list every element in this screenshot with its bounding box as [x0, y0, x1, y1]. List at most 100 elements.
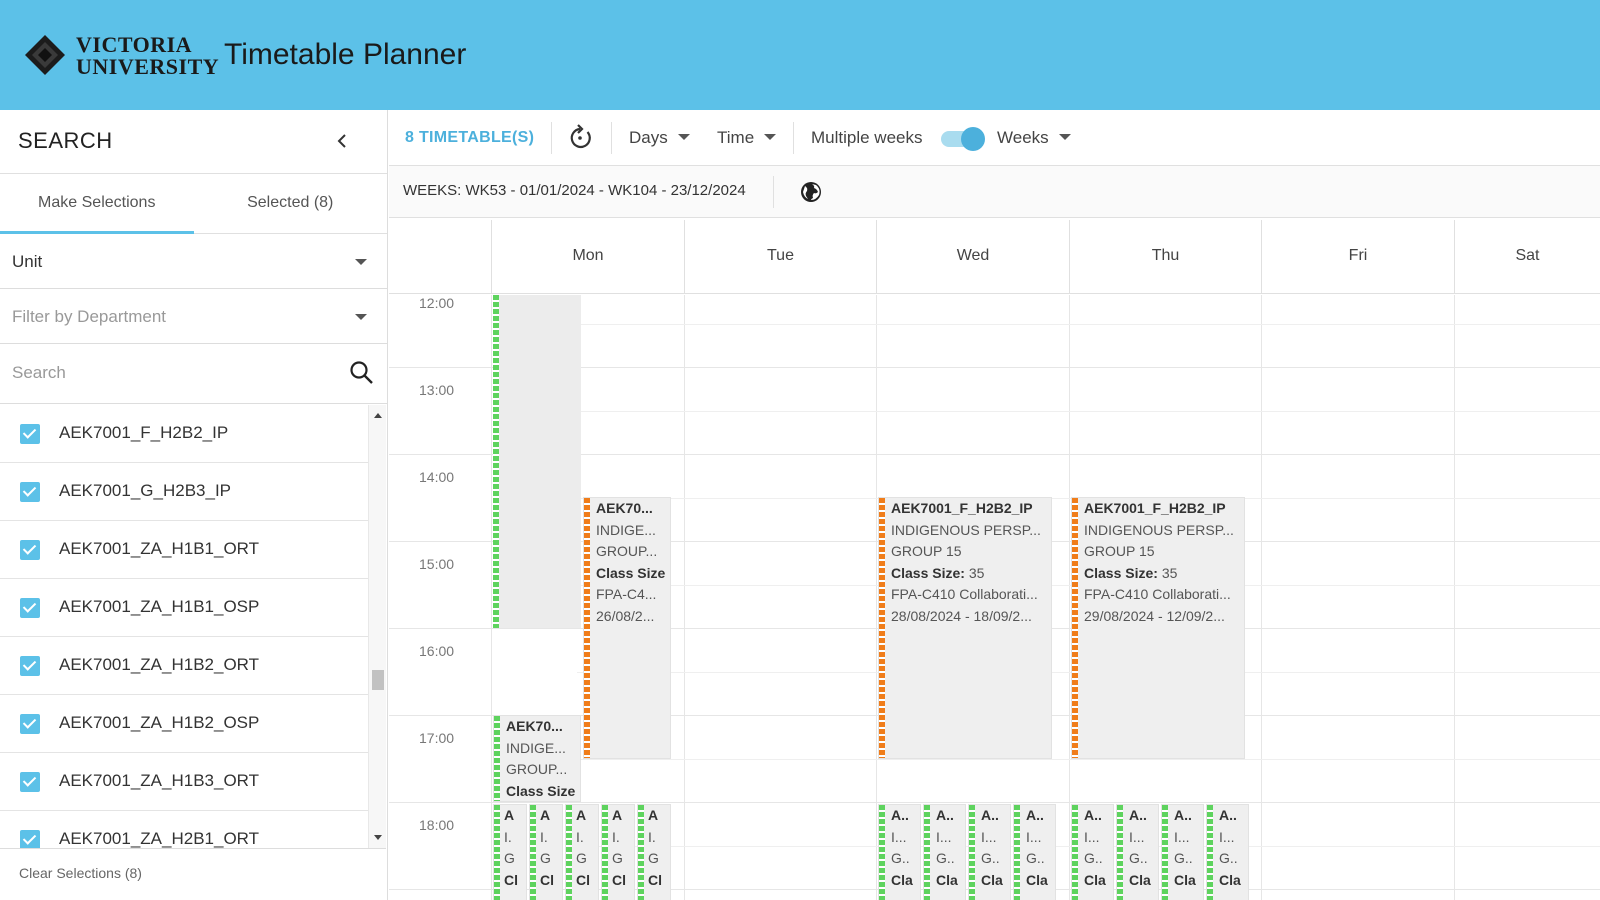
scroll-down-arrow-icon[interactable] [374, 835, 382, 840]
event-title: A.. [891, 807, 909, 823]
event-description: INDIGENOUS PERSP... [1084, 521, 1234, 538]
timetable-event-small[interactable]: A I. G Cl [565, 804, 599, 900]
timetable-event-small[interactable]: A.. I... G.. Cla [1161, 804, 1204, 900]
list-item[interactable]: AEK7001_ZA_H1B2_OSP [0, 695, 368, 753]
event-class-size-label: Class Size: [891, 564, 965, 581]
timetable-event-small[interactable]: A.. I... G.. Cla [1206, 804, 1249, 900]
tab-make-selections[interactable]: Make Selections [0, 174, 194, 234]
event-class-size: Cla [936, 871, 958, 888]
university-logo[interactable]: VICTORIA UNIVERSITY [24, 32, 219, 78]
toolbar-divider [611, 122, 612, 154]
grid-divider [1454, 295, 1455, 900]
refresh-button[interactable] [567, 110, 593, 166]
grid-divider [389, 367, 1600, 368]
list-item[interactable]: AEK7001_ZA_H2B1_ORT [0, 811, 368, 848]
event-group: G.. [1129, 850, 1148, 866]
timetable-event-small[interactable]: A I. G Cl [529, 804, 563, 900]
list-item[interactable]: AEK7001_G_H2B3_IP [0, 463, 368, 521]
event-class-size: Cla [1129, 871, 1151, 888]
event-title: AEK70... [506, 718, 563, 734]
grid-divider [389, 454, 1600, 455]
department-filter-select[interactable]: Filter by Department [0, 289, 387, 344]
event-title: A.. [936, 807, 954, 823]
timetable-event-small[interactable]: A I. G Cl [637, 804, 671, 900]
department-filter-placeholder: Filter by Department [12, 307, 166, 326]
checkbox-checked[interactable] [20, 482, 40, 502]
timetable-event-small[interactable]: A.. I... G.. Cla [1071, 804, 1114, 900]
grid-divider [1261, 295, 1262, 900]
event-title: A.. [1219, 807, 1237, 823]
search-icon[interactable] [349, 360, 375, 386]
checkbox-checked[interactable] [20, 598, 40, 618]
timetable-event-small[interactable]: A.. I... G.. Cla [1116, 804, 1159, 900]
search-input[interactable] [0, 344, 330, 402]
scroll-up-arrow-icon[interactable] [374, 413, 382, 418]
event-class-size: Cla [1084, 871, 1106, 888]
event-class-size-value: 35 [1161, 564, 1178, 581]
event-class-size: Cl [576, 871, 590, 888]
event-group: GROUP 15 [891, 543, 962, 559]
checkbox-checked[interactable] [20, 424, 40, 444]
chevron-down-icon [764, 133, 777, 140]
scrollbar-thumb[interactable] [372, 670, 384, 690]
timetable-event-small[interactable]: A.. I... G.. Cla [878, 804, 921, 900]
event-group: G.. [1084, 850, 1103, 866]
unit-select[interactable]: Unit [0, 234, 387, 289]
event-title: A [540, 807, 551, 823]
event-group: GROUP... [506, 761, 568, 777]
checkbox-checked[interactable] [20, 772, 40, 792]
event-title: AEK7001_F_H2B2_IP [891, 500, 1033, 516]
chevron-left-icon[interactable] [327, 126, 357, 156]
timetable-event-mon-orange[interactable]: AEK70... INDIGE... GROUP... Class Size F… [583, 497, 671, 759]
timetable-event-small[interactable]: A.. I... G.. Cla [968, 804, 1011, 900]
list-item[interactable]: AEK7001_ZA_H1B1_ORT [0, 521, 368, 579]
time-label: 17:00 [419, 730, 455, 746]
list-scrollbar[interactable] [368, 405, 386, 848]
weeks-dropdown-label: Weeks [997, 128, 1049, 147]
event-description: INDIGE... [506, 739, 566, 756]
checkbox-checked[interactable] [20, 540, 40, 560]
timetable-event-mon-green-continued[interactable] [493, 295, 581, 628]
time-label: 18:00 [419, 817, 455, 833]
event-dates: 29/08/2024 - 12/09/2... [1084, 607, 1225, 624]
timetables-count-button[interactable]: 8 TIMETABLE(S) [405, 129, 535, 146]
timetable-event-small[interactable]: A I. G Cl [493, 804, 527, 900]
chevron-down-icon [677, 133, 690, 140]
event-group: G.. [891, 850, 910, 866]
event-group: G [504, 850, 515, 866]
checkbox-checked[interactable] [20, 656, 40, 676]
list-item[interactable]: AEK7001_ZA_H1B3_ORT [0, 753, 368, 811]
globe-icon[interactable] [799, 180, 823, 204]
list-item[interactable]: AEK7001_ZA_H1B1_OSP [0, 579, 368, 637]
grid-divider [684, 295, 685, 900]
toolbar-divider [793, 122, 794, 154]
day-header-sat: Sat [1454, 220, 1600, 294]
list-item[interactable]: AEK7001_ZA_H1B2_ORT [0, 637, 368, 695]
event-group: G.. [1174, 850, 1193, 866]
app-title: Timetable Planner [224, 38, 467, 71]
event-group: G.. [1219, 850, 1238, 866]
days-dropdown[interactable]: Days [629, 110, 690, 166]
weeks-dropdown[interactable]: Weeks [997, 110, 1071, 166]
timetable-event-wed[interactable]: AEK7001_F_H2B2_IP INDIGENOUS PERSP... GR… [878, 497, 1052, 759]
timetable-event-small[interactable]: A I. G Cl [601, 804, 635, 900]
timetable-event-small[interactable]: A.. I... G.. Cla [1013, 804, 1056, 900]
event-title: AEK70... [596, 500, 653, 516]
event-class-size: Cla [1174, 871, 1196, 888]
timetable-event-mon-green[interactable]: AEK70... INDIGE... GROUP... Class Size [493, 715, 581, 802]
multiple-weeks-toggle[interactable] [941, 127, 985, 151]
list-item[interactable]: AEK7001_F_H2B2_IP [0, 405, 368, 463]
tab-selected[interactable]: Selected (8) [247, 194, 334, 211]
timetable-event-small[interactable]: A.. I... G.. Cla [923, 804, 966, 900]
event-class-size: Cl [648, 871, 662, 888]
checkbox-checked[interactable] [20, 830, 40, 848]
clear-selections-link[interactable]: Clear Selections (8) [19, 865, 142, 881]
grid-divider [1069, 295, 1070, 900]
sidebar-tabs: Make Selections Selected (8) [0, 174, 387, 234]
time-dropdown[interactable]: Time [717, 110, 777, 166]
event-title: A.. [1129, 807, 1147, 823]
checkbox-checked[interactable] [20, 714, 40, 734]
event-description: INDIGENOUS PERSP... [891, 521, 1041, 538]
event-title: A [648, 807, 659, 823]
timetable-event-thu[interactable]: AEK7001_F_H2B2_IP INDIGENOUS PERSP... GR… [1071, 497, 1245, 759]
